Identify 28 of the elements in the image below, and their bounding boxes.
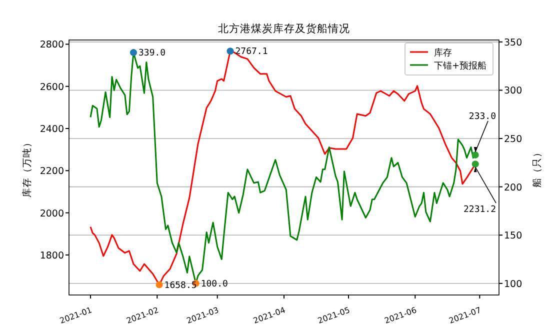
point bbox=[472, 160, 479, 168]
legend-label: 下锚+预报船 bbox=[434, 60, 487, 72]
point bbox=[156, 281, 163, 288]
chart-title: 北方港煤炭库存及货船情况 bbox=[218, 22, 350, 35]
y2-tick-label: 200 bbox=[504, 182, 522, 194]
annotation: 2231.2 bbox=[463, 205, 496, 216]
y2-tick-label: 350 bbox=[504, 37, 522, 48]
y-tick-label: 2400 bbox=[40, 124, 64, 136]
annotation: 100.0 bbox=[200, 279, 228, 290]
annotation: 339.0 bbox=[138, 48, 166, 59]
y-tick-label: 2000 bbox=[40, 208, 64, 220]
y-tick-label: 2200 bbox=[40, 166, 64, 178]
y-axis-title: 库存（万吨） bbox=[21, 138, 33, 198]
annotation: 1658.5 bbox=[164, 280, 197, 291]
y2-axis-title: 船（只） bbox=[532, 148, 543, 188]
y-tick-label: 2600 bbox=[40, 82, 64, 93]
annotation: 233.0 bbox=[468, 112, 496, 122]
point bbox=[130, 49, 137, 56]
y-tick-label: 1800 bbox=[40, 250, 64, 262]
legend-label: 库存 bbox=[434, 48, 452, 58]
point bbox=[226, 48, 234, 55]
y2-tick-label: 150 bbox=[504, 230, 522, 242]
y2-tick-label: 250 bbox=[504, 134, 522, 146]
y2-tick-label: 100 bbox=[504, 278, 522, 290]
annotation: 2767.1 bbox=[235, 47, 268, 58]
y-tick-label: 2800 bbox=[40, 40, 64, 51]
point bbox=[472, 151, 479, 158]
y2-tick-label: 300 bbox=[504, 86, 522, 97]
